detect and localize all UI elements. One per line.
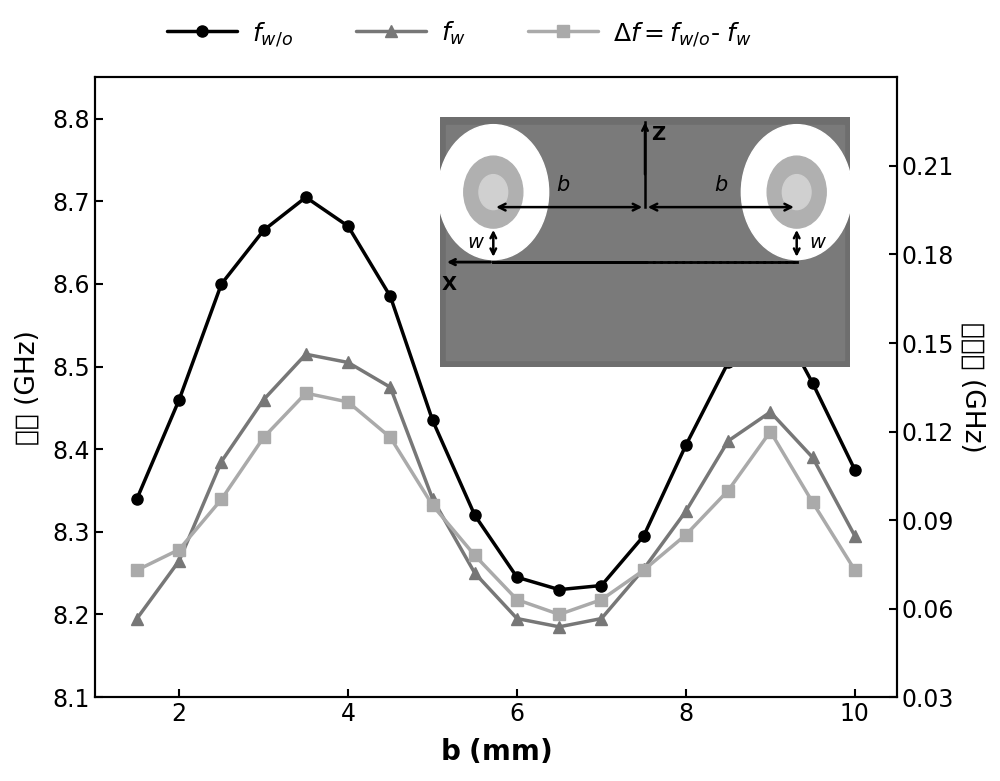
$f_w$ [173,556,185,565]
$f_w$ [638,565,650,574]
$f_{w/o}$ [469,511,481,520]
$f_{w/o}$ [215,280,227,289]
$\Delta f = f_{w/o}$- $f_w$ [722,486,734,495]
Circle shape [782,175,811,209]
$\Delta f = f_{w/o}$- $f_w$ [300,388,312,398]
$f_{w/o}$ [680,440,692,450]
$f_w$ [764,408,776,417]
Circle shape [438,125,549,259]
$\Delta f = f_{w/o}$- $f_w$ [384,433,396,442]
$f_w$ [258,395,270,405]
$f_{w/o}$ [595,581,607,590]
Line: $f_{w/o}$: $f_{w/o}$ [131,191,860,595]
$f_{w/o}$ [173,395,185,405]
$\Delta f = f_{w/o}$- $f_w$ [469,551,481,560]
Y-axis label: 频率 (GHz): 频率 (GHz) [15,330,41,444]
$\Delta f = f_{w/o}$- $f_w$ [595,595,607,604]
$f_w$ [300,350,312,359]
$f_{w/o}$ [553,585,565,594]
$\Delta f = f_{w/o}$- $f_w$ [807,497,819,507]
$\Delta f = f_{w/o}$- $f_w$ [258,433,270,442]
Circle shape [767,156,826,228]
Text: $b$: $b$ [556,175,570,194]
$f_{w/o}$ [764,300,776,309]
$\Delta f = f_{w/o}$- $f_w$ [215,494,227,504]
$f_w$ [469,569,481,578]
$f_{w/o}$ [131,494,143,504]
Text: $w$: $w$ [467,233,485,251]
$\Delta f = f_{w/o}$- $f_w$ [427,501,439,510]
Circle shape [741,125,852,259]
$f_{w/o}$ [722,358,734,367]
Text: $b$: $b$ [714,175,728,194]
$f_w$ [722,437,734,446]
Text: X: X [442,275,457,294]
$f_w$ [131,614,143,623]
Circle shape [479,175,508,209]
$f_w$ [595,614,607,623]
$f_{w/o}$ [427,415,439,425]
Text: Z: Z [651,125,665,144]
$f_w$ [215,457,227,466]
$f_w$ [680,506,692,515]
$f_{w/o}$ [807,379,819,388]
$\Delta f = f_{w/o}$- $f_w$ [638,565,650,575]
$f_{w/o}$ [849,465,861,475]
Text: $w$: $w$ [809,233,827,251]
$f_w$ [553,622,565,632]
$\Delta f = f_{w/o}$- $f_w$ [342,398,354,407]
Line: $f_w$: $f_w$ [131,348,860,633]
Y-axis label: 频率差 (GHz): 频率差 (GHz) [959,322,985,453]
$\Delta f = f_{w/o}$- $f_w$ [680,530,692,540]
X-axis label: $\bf{b}$ $\bf{(mm)}$: $\bf{b}$ $\bf{(mm)}$ [440,737,552,766]
$\Delta f = f_{w/o}$- $f_w$ [173,545,185,555]
$f_{w/o}$ [638,531,650,540]
$f_w$ [849,531,861,540]
$f_w$ [511,614,523,623]
$f_w$ [342,358,354,367]
Legend: $f_{w/o}$, $f_w$, $\Delta f = f_{w/o}$- $f_w$: $f_{w/o}$, $f_w$, $\Delta f = f_{w/o}$- … [160,12,760,56]
$\Delta f = f_{w/o}$- $f_w$ [764,427,776,437]
$\Delta f = f_{w/o}$- $f_w$ [511,595,523,604]
$f_{w/o}$ [511,572,523,582]
$\Delta f = f_{w/o}$- $f_w$ [553,610,565,619]
$f_w$ [384,383,396,392]
$f_{w/o}$ [342,222,354,231]
Line: $\Delta f = f_{w/o}$- $f_w$: $\Delta f = f_{w/o}$- $f_w$ [131,387,860,620]
$f_w$ [807,453,819,462]
Circle shape [464,156,523,228]
$\Delta f = f_{w/o}$- $f_w$ [849,565,861,575]
$f_{w/o}$ [300,193,312,202]
$\Delta f = f_{w/o}$- $f_w$ [131,565,143,575]
$f_{w/o}$ [384,291,396,301]
$f_{w/o}$ [258,226,270,235]
$f_w$ [427,494,439,504]
